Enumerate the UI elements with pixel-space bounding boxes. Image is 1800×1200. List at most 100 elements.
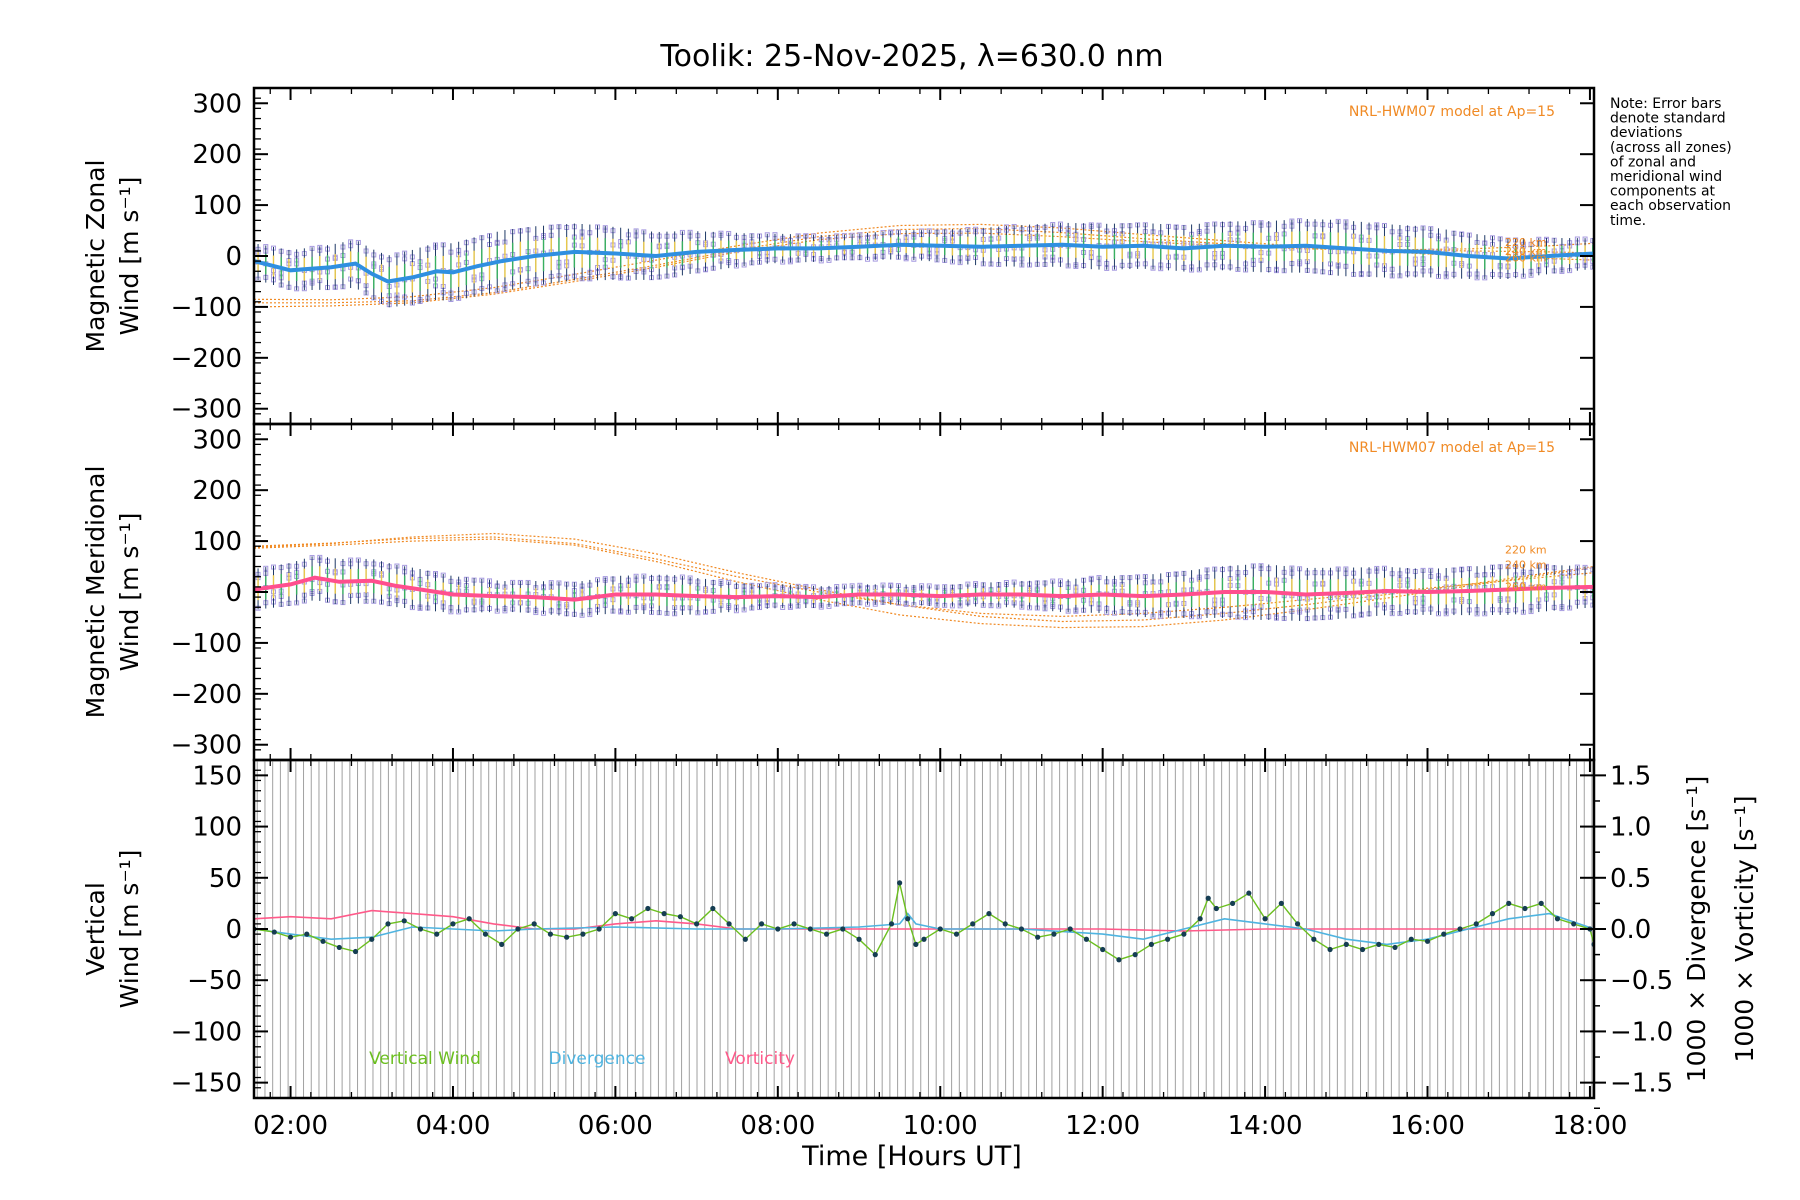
vertical-wind-point <box>913 941 919 947</box>
y-axis-label-vertical-line: Wind [m s⁻¹] <box>115 850 144 1009</box>
vertical-wind-point <box>336 944 342 951</box>
x-tick-label: 16:00 <box>1390 1111 1465 1141</box>
vertical-wind-point <box>564 934 570 940</box>
vertical-wind-point <box>1392 944 1398 951</box>
y-axis-label-vertical: Vertical Wind [m s⁻¹] <box>81 850 144 1009</box>
x-tick-label: 02:00 <box>253 1111 328 1141</box>
plot-area-meridional <box>254 532 1594 629</box>
vertical-wind-point <box>1506 900 1512 906</box>
vertical-wind-point <box>872 952 878 958</box>
vertical-wind-point <box>612 911 618 917</box>
vorticity-line <box>254 909 1594 932</box>
vertical-wind-point <box>434 931 440 937</box>
right-tick-label: 1.5 <box>1610 761 1651 791</box>
plot-area-vertical <box>254 760 1594 1098</box>
vertical-wind-point <box>531 921 537 927</box>
x-tick-label: 18:00 <box>1552 1111 1627 1141</box>
y-axis-label-zonal-line: Wind [m s⁻¹] <box>115 177 144 336</box>
vertical-wind-point <box>1116 957 1122 963</box>
x-tick-label: 08:00 <box>740 1111 815 1141</box>
y-tick-label: 0 <box>225 578 242 608</box>
vertical-wind-point <box>1408 936 1414 942</box>
vertical-wind-point <box>726 921 732 927</box>
panel-frame <box>252 758 1596 1100</box>
chart-title: Toolik: 25-Nov-2025, λ=630.0 nm <box>659 39 1163 74</box>
note-line: of zonal and <box>1610 154 1696 170</box>
y-tick-label: −200 <box>171 344 242 374</box>
vertical-wind-point <box>905 916 911 922</box>
y-axis-label-zonal: Magnetic Zonal Wind [m s⁻¹] <box>81 160 144 353</box>
y-tick-label: 100 <box>192 191 242 221</box>
vertical-wind-point <box>1035 934 1041 940</box>
right-tick-label: −0.5 <box>1610 966 1673 996</box>
vertical-wind-point <box>710 905 716 912</box>
altitude-label-260km: 260 km <box>1505 251 1547 264</box>
x-axis: 02:00 04:00 06:00 08:00 10:00 12:00 14:00 16:00… <box>253 1111 1627 1141</box>
vertical-wind-point <box>482 931 489 937</box>
vertical-wind-point <box>758 921 765 927</box>
vertical-wind-point <box>1457 926 1463 932</box>
legend-divergence: Divergence <box>549 1049 646 1069</box>
divergence-axis-label-text: 1000 × Divergence [s⁻¹] <box>1682 776 1711 1083</box>
error-bars <box>257 556 1594 622</box>
vertical-wind-point <box>953 931 960 937</box>
vertical-wind-point <box>1327 946 1333 953</box>
right-tick-label: 0.0 <box>1610 915 1651 945</box>
vertical-wind-point <box>840 926 846 932</box>
vertical-wind-point <box>1083 936 1090 942</box>
x-tick-label: 06:00 <box>578 1111 653 1141</box>
y-tick-label: 100 <box>192 813 242 843</box>
x-tick-label: 14:00 <box>1228 1111 1303 1141</box>
vertical-wind-point <box>271 929 277 935</box>
vertical-wind-point <box>1165 936 1171 942</box>
y-tick-label: 0 <box>225 915 242 945</box>
vertical-wind-point <box>742 936 748 942</box>
vertical-wind-point <box>1441 931 1447 937</box>
y-tick-label: −150 <box>171 1069 242 1099</box>
vertical-wind-point <box>921 936 927 942</box>
vertical-wind-point <box>970 921 976 927</box>
vertical-wind-point <box>1197 916 1203 922</box>
vertical-wind-point <box>1230 900 1236 906</box>
vertical-wind-point <box>1205 895 1211 901</box>
y-tick-label: −100 <box>171 629 242 659</box>
altitude-label-220km: 220 km <box>1505 544 1547 557</box>
zone-scatter <box>255 554 1594 622</box>
vertical-wind-point <box>1018 926 1025 932</box>
vertical-wind-point <box>1181 931 1187 937</box>
vertical-wind-point <box>775 926 781 932</box>
y-tick-label: −200 <box>171 680 242 710</box>
y-tick-label: −100 <box>171 293 242 323</box>
vertical-wind-point <box>466 916 472 922</box>
vertical-wind-point <box>580 931 586 937</box>
vertical-wind-point <box>937 926 943 932</box>
vertical-wind-point <box>1359 946 1366 953</box>
y-tick-label: 50 <box>209 864 242 894</box>
note-line: components at <box>1610 184 1716 200</box>
altitude-label-240km: 240 km <box>1505 559 1547 572</box>
vertical-wind-point <box>352 948 359 955</box>
vertical-wind-point <box>401 918 407 924</box>
vertical-wind-point <box>897 880 903 886</box>
altitude-label-260km: 260 km <box>1505 581 1547 594</box>
vertical-wind-point <box>547 931 554 937</box>
vertical-wind-point <box>1424 938 1431 944</box>
vertical-wind-point <box>823 931 830 937</box>
panel-meridional: NRL-HWM07 model at Ap=15 220 km 240 km 260 … <box>81 422 1596 762</box>
model-label: NRL-HWM07 model at Ap=15 <box>1349 104 1555 120</box>
y-tick-label: 300 <box>192 89 242 119</box>
vertical-wind-point <box>1538 900 1544 906</box>
y-axis-label-meridional-line: Wind [m s⁻¹] <box>115 513 144 672</box>
altitude-label-240km: 240 km <box>1505 245 1547 258</box>
vertical-wind-point <box>645 905 651 912</box>
vertical-wind-point <box>1067 926 1073 932</box>
legend-vorticity: Vorticity <box>725 1049 795 1069</box>
vertical-wind-point <box>1343 941 1349 947</box>
y-tick-label: 300 <box>192 425 242 455</box>
right-tick-label: −1.5 <box>1610 1069 1673 1099</box>
y-tick-label: 100 <box>192 527 242 557</box>
y-tick-label: 150 <box>192 761 242 791</box>
model-label: NRL-HWM07 model at Ap=15 <box>1349 440 1555 456</box>
